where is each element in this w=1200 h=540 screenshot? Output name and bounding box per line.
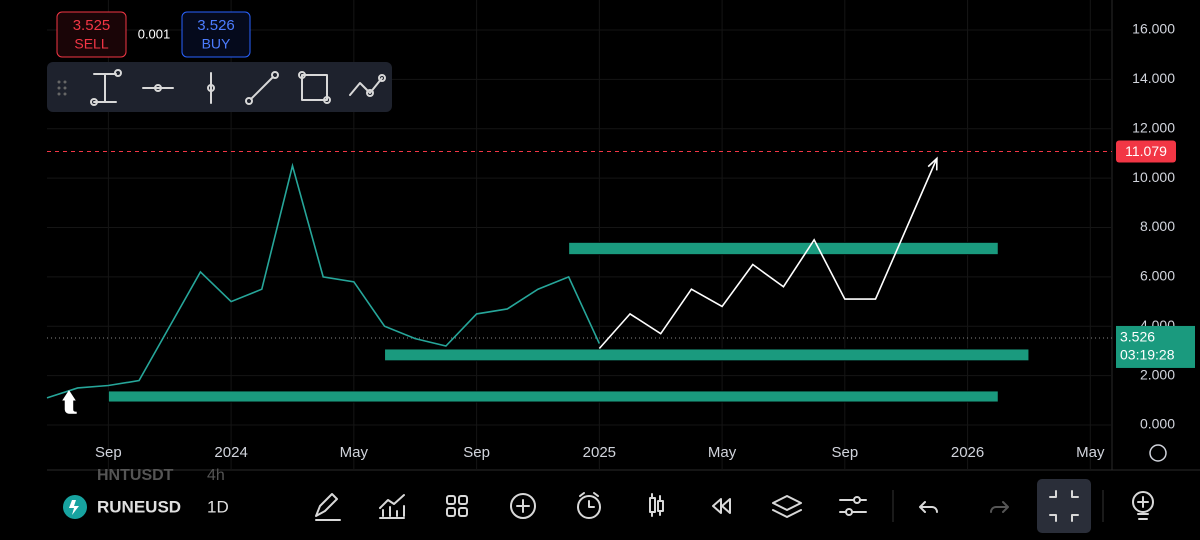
countdown: 03:19:28 [1120, 347, 1175, 363]
zone [107, 390, 999, 403]
templates-button[interactable] [446, 495, 468, 517]
y-tick-label: 14.000 [1132, 70, 1175, 86]
x-tick-label: 2025 [583, 444, 616, 461]
undo-button[interactable] [919, 501, 938, 513]
zone [384, 348, 1030, 362]
tool-path[interactable] [349, 74, 386, 97]
interval[interactable]: 1D [207, 497, 229, 516]
drag-handle[interactable] [57, 80, 67, 96]
layers-button[interactable] [772, 495, 802, 518]
x-tick-label: 2026 [951, 444, 984, 461]
last-price-label: 3.526 [1120, 329, 1155, 345]
replay-button[interactable] [712, 498, 731, 514]
x-tick-label: 2024 [214, 444, 247, 461]
sell-label: SELL [74, 36, 108, 52]
tool-vertical-line[interactable] [207, 72, 215, 104]
price-line [46, 162, 601, 399]
add-button[interactable] [510, 493, 536, 519]
y-tick-label: 12.000 [1132, 119, 1175, 135]
price-line [598, 158, 938, 350]
alert-label-bg [1116, 140, 1176, 163]
y-tick-label: 8.000 [1140, 218, 1175, 234]
x-tick-label: Sep [831, 444, 858, 461]
arrow-head [927, 156, 938, 171]
alert-label: 11.079 [1125, 143, 1167, 159]
symbol[interactable]: RUNEUSD [97, 497, 181, 516]
indicators-button[interactable] [379, 494, 405, 519]
zone [568, 241, 999, 256]
y-tick-label: 16.000 [1132, 21, 1175, 37]
tool-rectangle[interactable] [298, 71, 331, 104]
sell-button[interactable] [56, 11, 127, 58]
y-tick-label: 0.000 [1140, 416, 1175, 432]
plot-area [46, 0, 1112, 470]
x-tick-label: May [340, 444, 369, 461]
ideas-button[interactable] [1132, 491, 1154, 520]
settings-button[interactable] [839, 496, 867, 516]
y-tick-label: 10.000 [1132, 169, 1175, 185]
faded-interval: 4h [207, 467, 225, 484]
redo-button[interactable] [990, 501, 1009, 513]
settings-icon[interactable] [1149, 444, 1167, 462]
fullscreen-exit-button[interactable] [1049, 490, 1079, 522]
tool-range[interactable] [90, 69, 122, 106]
y-tick-label: 6.000 [1140, 268, 1175, 284]
last-price-label-bg [1116, 325, 1195, 368]
buy-label: BUY [202, 36, 231, 52]
tool-trend-line[interactable] [245, 71, 279, 105]
x-tick-label: Sep [463, 444, 490, 461]
drawing-toolbar [47, 62, 392, 112]
fullscreen-exit-bg[interactable] [1037, 479, 1091, 533]
chart-type-button[interactable] [649, 493, 664, 517]
buy-button[interactable] [181, 11, 251, 58]
buy-price: 3.526 [197, 17, 235, 34]
faded-symbol: HNTUSDT [97, 467, 174, 484]
y-tick-label: 2.000 [1140, 366, 1175, 382]
x-tick-label: May [708, 444, 737, 461]
tool-horizontal-line[interactable] [142, 84, 174, 92]
x-tick-label: May [1076, 444, 1105, 461]
spread: 0.001 [138, 26, 171, 41]
x-tick-label: Sep [95, 444, 122, 461]
draw-button[interactable] [315, 493, 341, 521]
symbol-logo-glyph [69, 500, 79, 515]
alert-button[interactable] [577, 492, 601, 519]
sell-price: 3.525 [73, 17, 111, 34]
